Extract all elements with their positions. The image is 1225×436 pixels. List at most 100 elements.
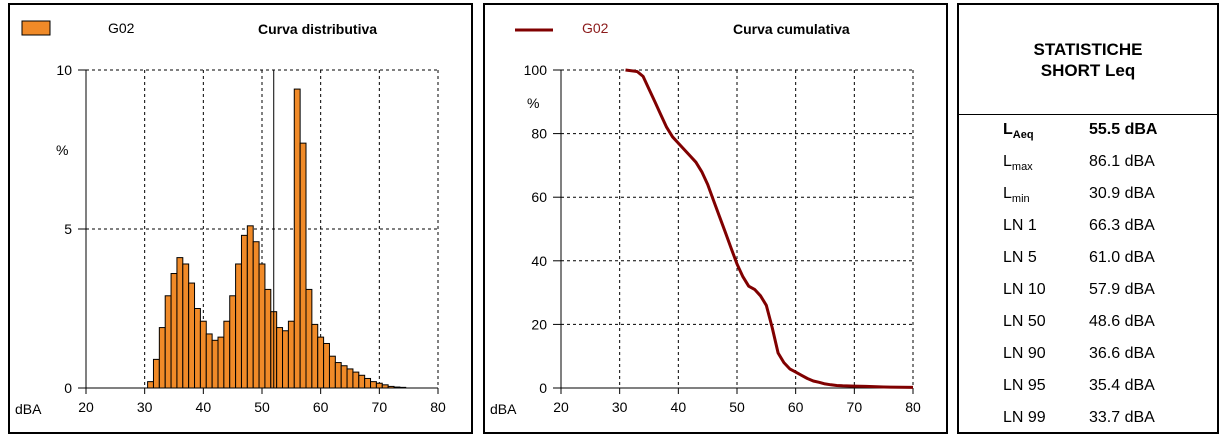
x-tick-label: 80 xyxy=(905,399,921,415)
x-axis-unit-label: dBA xyxy=(490,401,517,417)
histogram-bar xyxy=(182,263,190,389)
statistics-label: LN 50 xyxy=(1003,313,1046,330)
legend-label: G02 xyxy=(582,20,609,36)
y-tick-label: 0 xyxy=(539,380,547,396)
histogram-bar xyxy=(188,282,196,389)
histogram-bar xyxy=(311,323,319,389)
histogram-bar xyxy=(328,355,336,389)
x-tick-label: 70 xyxy=(847,399,863,415)
statistics-value: 48.6 dBA xyxy=(1089,313,1155,330)
histogram-bar xyxy=(293,88,301,389)
statistics-label: Lmin xyxy=(1003,185,1030,206)
y-tick-label: 0 xyxy=(64,380,72,396)
statistics-row: LN 99 33.7 dBA xyxy=(959,403,1217,435)
statistics-value: 57.9 dBA xyxy=(1089,281,1155,298)
cumulative-chart-panel: G02 Curva cumulativa 0 20 40 60 80 100 20 30 40 50 6… xyxy=(483,3,948,434)
statistics-value: 61.0 dBA xyxy=(1089,249,1155,266)
chart-title: Curva cumulativa xyxy=(733,21,850,37)
statistics-value: 35.4 dBA xyxy=(1089,377,1155,394)
statistics-row: Lmin 30.9 dBA xyxy=(959,179,1217,211)
histogram-bar xyxy=(258,263,266,389)
statistics-label: LN 5 xyxy=(1003,249,1037,266)
histogram-bar xyxy=(299,142,307,389)
statistics-label: Lmax xyxy=(1003,153,1033,174)
y-tick-label: 60 xyxy=(531,189,547,205)
x-tick-label: 40 xyxy=(196,399,212,415)
cumulative-series-line xyxy=(625,68,914,389)
histogram-bar xyxy=(358,374,366,389)
histogram-bar xyxy=(164,295,172,389)
histogram-bar xyxy=(393,386,401,389)
x-tick-label: 50 xyxy=(254,399,270,415)
histogram-bar xyxy=(282,330,289,389)
statistics-value: 33.7 dBA xyxy=(1089,409,1155,426)
histogram-bar xyxy=(375,382,383,389)
y-tick-label: 20 xyxy=(531,316,547,332)
distribution-chart: G02 Curva distributiva 0 5 10 20 30 40 50 60 70 80 d… xyxy=(15,20,446,417)
chart-title: Curva distributiva xyxy=(258,21,377,37)
statistics-row: LN 95 35.4 dBA xyxy=(959,371,1217,403)
histogram-bar xyxy=(235,263,242,389)
statistics-row: LN 10 57.9 dBA xyxy=(959,275,1217,307)
histogram-bar xyxy=(305,288,313,389)
histogram-bar xyxy=(158,327,166,389)
histogram-bar xyxy=(387,385,395,389)
x-tick-label: 40 xyxy=(671,399,687,415)
statistics-value: 30.9 dBA xyxy=(1089,185,1155,202)
statistics-label-subscript: Aeq xyxy=(1012,129,1034,142)
statistics-row: LN 1 66.3 dBA xyxy=(959,211,1217,243)
x-tick-label: 20 xyxy=(78,399,94,415)
histogram-bar xyxy=(399,386,407,389)
statistics-row: LAeq 55.5 dBA xyxy=(959,115,1217,147)
statistics-value: 66.3 dBA xyxy=(1089,217,1155,234)
statistics-row: Lmax 86.1 dBA xyxy=(959,147,1217,179)
histogram-bar xyxy=(217,336,225,389)
histogram-bar xyxy=(211,339,219,389)
histogram-bar xyxy=(194,308,201,389)
statistics-panel: STATISTICHE SHORT Leq LAeq 55.5 dBA Lmax 86… xyxy=(957,3,1219,434)
statistics-value: 36.6 dBA xyxy=(1089,345,1155,362)
x-tick-label: 30 xyxy=(137,399,153,415)
histogram-bar xyxy=(246,225,254,389)
y-tick-label: 40 xyxy=(531,253,547,269)
statistics-label: LN 99 xyxy=(1003,409,1046,426)
histogram-bar xyxy=(346,368,354,389)
histogram-bar xyxy=(152,358,160,389)
statistics-title-line2: SHORT Leq xyxy=(1040,60,1136,80)
histogram-bar xyxy=(352,371,360,389)
histogram-bar xyxy=(340,365,348,389)
y-tick-label: 100 xyxy=(524,62,548,78)
histogram-bar xyxy=(176,257,184,389)
statistics-value: 86.1 dBA xyxy=(1089,153,1155,170)
x-tick-label: 80 xyxy=(430,399,446,415)
x-tick-label: 50 xyxy=(729,399,745,415)
y-axis-unit-label: % xyxy=(527,95,539,111)
histogram-bar xyxy=(229,295,237,389)
y-axis-unit-label: % xyxy=(56,142,68,158)
statistics-row: LN 90 36.6 dBA xyxy=(959,339,1217,371)
statistics-label: LN 1 xyxy=(1003,217,1037,234)
histogram-bar xyxy=(264,288,272,389)
histogram-bar xyxy=(381,384,389,389)
statistics-label-subscript: min xyxy=(1011,193,1030,206)
histogram-bar xyxy=(147,381,154,389)
x-tick-label: 70 xyxy=(372,399,388,415)
cumulative-chart: G02 Curva cumulativa 0 20 40 60 80 100 20 30 40 50 6… xyxy=(490,20,921,417)
histogram-bar xyxy=(199,320,207,389)
statistics-row: LN 5 61.0 dBA xyxy=(959,243,1217,275)
x-tick-label: 20 xyxy=(553,399,569,415)
histogram-bar xyxy=(276,327,284,389)
x-tick-label: 60 xyxy=(313,399,329,415)
statistics-title: STATISTICHE SHORT Leq xyxy=(959,5,1217,115)
distribution-chart-panel: G02 Curva distributiva 0 5 10 20 30 40 50 60 70 80 d… xyxy=(8,3,473,434)
legend-label: G02 xyxy=(108,20,135,36)
x-axis-unit-label: dBA xyxy=(15,401,42,417)
histogram-bar xyxy=(287,320,295,389)
statistics-label-subscript: max xyxy=(1011,161,1033,174)
histogram-bar xyxy=(252,241,260,389)
histogram-bar xyxy=(240,234,248,389)
histogram-bar xyxy=(370,381,377,389)
x-tick-label: 30 xyxy=(612,399,628,415)
x-tick-label: 60 xyxy=(788,399,804,415)
histogram-bar xyxy=(205,333,213,389)
